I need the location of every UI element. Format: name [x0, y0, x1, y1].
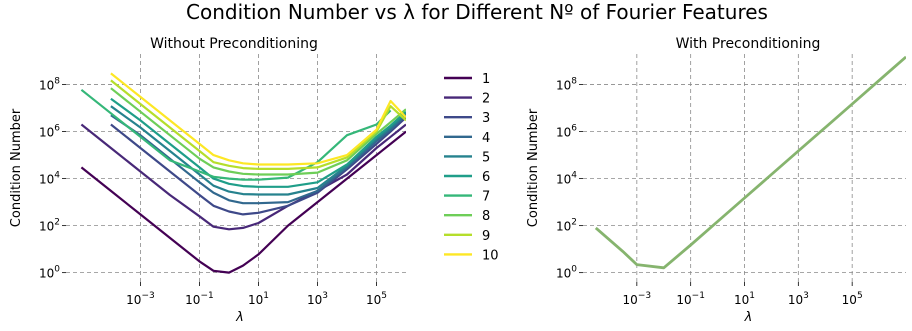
x-axis-label: λ [235, 310, 244, 325]
x-tick-label: 10−3 [126, 291, 155, 307]
legend-label: 8 [482, 209, 490, 224]
series-line-7 [80, 88, 392, 181]
x-tick-label: 105 [842, 291, 863, 307]
series-line-3 [110, 116, 406, 216]
legend-label: 10 [482, 248, 499, 263]
x-tick-label: 10−1 [676, 291, 705, 307]
y-tick-label: 108 [556, 77, 577, 93]
series-line-9 [110, 79, 406, 170]
y-tick-label: 100 [556, 265, 577, 281]
y-tick-label: 102 [39, 218, 60, 234]
series-line-6 [110, 97, 406, 188]
series-line-5 [110, 105, 406, 196]
plot-with-preconditioning: 10−3 10−1 101 103 105 100 102 104 106 108 With Pre… [526, 36, 906, 325]
series-line-2 [80, 123, 406, 231]
y-tick-label: 104 [556, 171, 577, 187]
legend-label: 9 [482, 229, 490, 244]
x-tick-label: 101 [248, 291, 269, 307]
legend-label: 5 [482, 150, 490, 165]
x-tick-label: 101 [734, 291, 755, 307]
subplot-title: With Preconditioning [676, 36, 821, 52]
subplot-title: Without Preconditioning [150, 36, 318, 52]
y-tick-label: 106 [556, 124, 577, 140]
legend-label: 6 [482, 170, 490, 185]
x-tick-label: 103 [307, 291, 328, 307]
legend-label: 1 [482, 72, 490, 87]
y-tick-label: 102 [556, 218, 577, 234]
legend-label: 3 [482, 111, 490, 126]
series-line-8 [110, 87, 406, 176]
y-tick-label: 104 [39, 171, 60, 187]
legend-label: 2 [482, 92, 490, 107]
x-axis-label: λ [744, 310, 753, 325]
plot-without-preconditioning: 10−3 10−1 101 103 105 100 102 104 106 108 Without … [9, 36, 406, 325]
figure-title: Condition Number vs λ for Different Nº o… [186, 0, 768, 24]
y-tick-label: 106 [39, 124, 60, 140]
series-line-1 [80, 130, 406, 274]
y-axis-label: Condition Number [9, 108, 24, 227]
legend-label: 4 [482, 131, 490, 146]
series-line-10 [110, 72, 406, 166]
x-tick-label: 10−3 [623, 291, 652, 307]
y-axis-label: Condition Number [526, 108, 541, 227]
x-tick-label: 10−1 [185, 291, 214, 307]
y-tick-label: 108 [39, 77, 60, 93]
x-tick-label: 103 [788, 291, 809, 307]
x-tick-label: 105 [366, 291, 387, 307]
legend: 1 2 3 4 5 6 7 8 9 10 [444, 72, 499, 263]
legend-label: 7 [482, 190, 490, 205]
y-tick-label: 100 [39, 265, 60, 281]
series-line-1 [594, 55, 906, 270]
